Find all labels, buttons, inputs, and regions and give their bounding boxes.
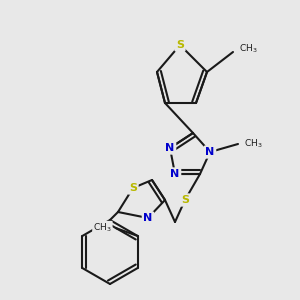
Text: S: S xyxy=(176,40,184,50)
Text: CH$_3$: CH$_3$ xyxy=(93,222,112,234)
Text: CH$_3$: CH$_3$ xyxy=(239,43,258,55)
Text: CH$_3$: CH$_3$ xyxy=(244,138,262,150)
Text: N: N xyxy=(143,213,153,223)
Text: N: N xyxy=(165,143,175,153)
Text: N: N xyxy=(170,169,180,179)
Text: S: S xyxy=(129,183,137,193)
Text: N: N xyxy=(206,147,214,157)
Text: S: S xyxy=(181,195,189,205)
